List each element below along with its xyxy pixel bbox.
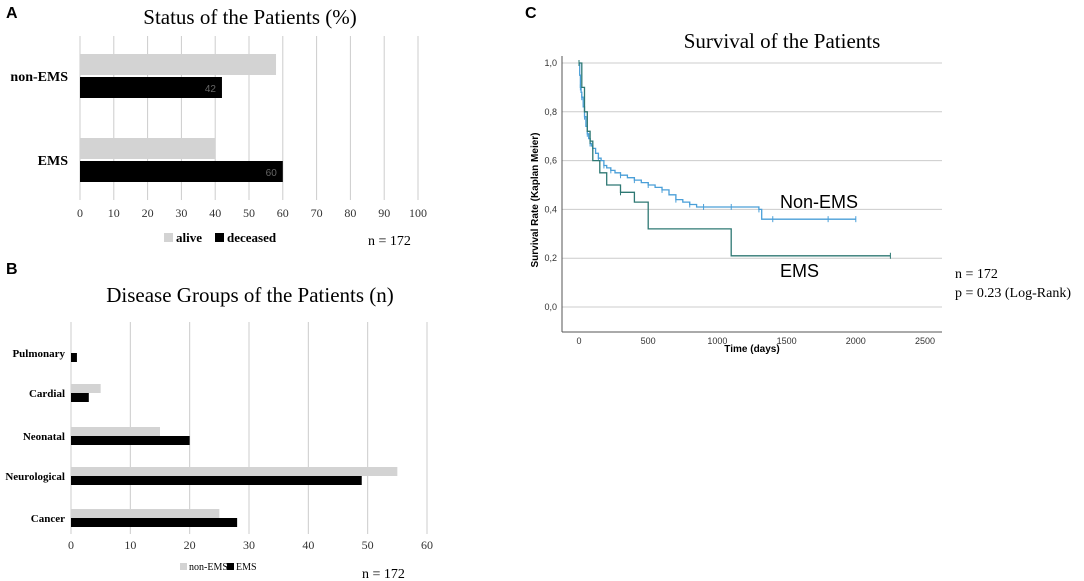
survival-ems-label: EMS — [780, 261, 819, 281]
panel-b-letter: B — [6, 261, 18, 278]
survival-chart-title: Survival of the Patients — [684, 29, 881, 53]
disease-bar-ems — [71, 518, 238, 527]
status-x-tick-label: 10 — [108, 206, 120, 220]
status-bar-deceased — [80, 161, 283, 182]
survival-x-tick-label: 2500 — [915, 336, 935, 346]
status-legend: alive deceased — [164, 230, 277, 245]
disease-category-label: Pulmonary — [12, 348, 65, 360]
disease-x-ticks: 0 10 20 30 40 50 60 — [68, 538, 433, 552]
legend-label-ems: EMS — [236, 562, 257, 573]
disease-x-tick-label: 50 — [362, 538, 374, 552]
legend-label-deceased: deceased — [227, 230, 277, 245]
survival-chart: Survival of the Patients 0,0 0,2 0,4 0,6 0,8… — [530, 29, 1071, 355]
status-n-label: n = 172 — [368, 234, 411, 249]
survival-x-tick-label: 1500 — [777, 336, 797, 346]
disease-bar-ems — [71, 393, 89, 402]
survival-y-tick-label: 0,4 — [544, 204, 557, 214]
status-bars: 42 60 — [80, 54, 283, 182]
survival-p-label: p = 0.23 (Log-Rank) — [955, 286, 1071, 301]
survival-non-ems-label: Non-EMS — [780, 192, 858, 212]
legend-swatch-deceased — [215, 233, 224, 242]
survival-curve-ems — [579, 62, 891, 257]
status-x-tick-label: 70 — [311, 206, 323, 220]
survival-y-tick-label: 0,2 — [544, 253, 557, 263]
survival-y-axis-label: Survival Rate (Kaplan Meier) — [530, 132, 541, 267]
disease-category-label: Neurological — [5, 471, 65, 483]
disease-bar-ems — [71, 476, 362, 485]
status-x-tick-label: 90 — [378, 206, 390, 220]
status-x-tick-label: 60 — [277, 206, 289, 220]
disease-category-label: Cardial — [29, 388, 65, 400]
status-x-tick-label: 30 — [175, 206, 187, 220]
disease-x-tick-label: 30 — [243, 538, 255, 552]
survival-n-label: n = 172 — [955, 267, 998, 282]
disease-bar-non-ems — [71, 509, 220, 518]
status-bar-alive — [80, 138, 216, 159]
disease-category-labels: Pulmonary Cardial Neonatal Neurological Canc… — [5, 348, 65, 525]
legend-swatch-alive — [164, 233, 173, 242]
survival-x-tick-label: 500 — [641, 336, 656, 346]
disease-x-tick-label: 10 — [124, 538, 136, 552]
status-x-tick-label: 50 — [243, 206, 255, 220]
disease-x-tick-label: 40 — [302, 538, 314, 552]
status-category-label: non-EMS — [10, 70, 68, 85]
legend-swatch-non-ems — [180, 563, 187, 570]
disease-bar-ems — [71, 353, 77, 362]
disease-bar-non-ems — [71, 467, 398, 476]
disease-bar-ems — [71, 436, 190, 445]
legend-label-non-ems: non-EMS — [189, 562, 228, 573]
status-x-tick-label: 20 — [142, 206, 154, 220]
disease-n-label: n = 172 — [362, 567, 405, 581]
survival-x-tick-label: 1000 — [707, 336, 727, 346]
survival-gridlines — [562, 62, 942, 308]
status-chart-title: Status of the Patients (%) — [143, 5, 356, 29]
disease-legend: non-EMS EMS — [180, 562, 257, 573]
disease-category-label: Neonatal — [23, 431, 65, 443]
survival-y-tick-label: 0,0 — [544, 302, 557, 312]
survival-y-tick-label: 1,0 — [544, 58, 557, 68]
survival-axes — [561, 56, 942, 333]
survival-x-tick-label: 0 — [576, 336, 581, 346]
status-bar-alive — [80, 54, 277, 75]
status-x-tick-label: 100 — [409, 206, 427, 220]
status-x-ticks: 0 10 20 30 40 50 60 70 80 90 100 — [77, 206, 427, 220]
status-x-tick-label: 80 — [344, 206, 356, 220]
disease-bars — [71, 353, 398, 527]
legend-swatch-ems — [227, 563, 234, 570]
survival-y-tick-label: 0,8 — [544, 107, 557, 117]
disease-chart: Disease Groups of the Patients (n) Pulmo… — [5, 283, 433, 581]
disease-bar-non-ems — [71, 427, 160, 436]
status-category-labels: non-EMS EMS — [10, 70, 68, 169]
status-x-tick-label: 0 — [77, 206, 83, 220]
status-bar-deceased-label: 42 — [205, 84, 217, 95]
disease-chart-title: Disease Groups of the Patients (n) — [106, 283, 394, 307]
legend-label-alive: alive — [176, 230, 202, 245]
disease-gridlines — [70, 322, 428, 534]
status-bar-deceased — [80, 77, 222, 98]
survival-x-tick-label: 2000 — [846, 336, 866, 346]
survival-x-axis-label: Time (days) — [724, 344, 779, 355]
panel-c-letter: C — [525, 5, 537, 22]
status-category-label: EMS — [38, 154, 69, 169]
panel-a-letter: A — [6, 5, 18, 22]
status-chart: Status of the Patients (%) 42 60 non-EMS E… — [10, 5, 427, 249]
disease-bar-non-ems — [71, 384, 101, 393]
survival-ticks: 0,0 0,2 0,4 0,6 0,8 1,0 0 500 1000 1500 2000 2500 — [544, 58, 935, 346]
disease-x-tick-label: 60 — [421, 538, 433, 552]
status-bar-deceased-label: 60 — [266, 168, 278, 179]
status-x-tick-label: 40 — [209, 206, 221, 220]
disease-category-label: Cancer — [31, 513, 65, 525]
disease-x-tick-label: 0 — [68, 538, 74, 552]
survival-y-tick-label: 0,6 — [544, 156, 557, 166]
disease-x-tick-label: 20 — [184, 538, 196, 552]
survival-curves — [578, 60, 891, 259]
